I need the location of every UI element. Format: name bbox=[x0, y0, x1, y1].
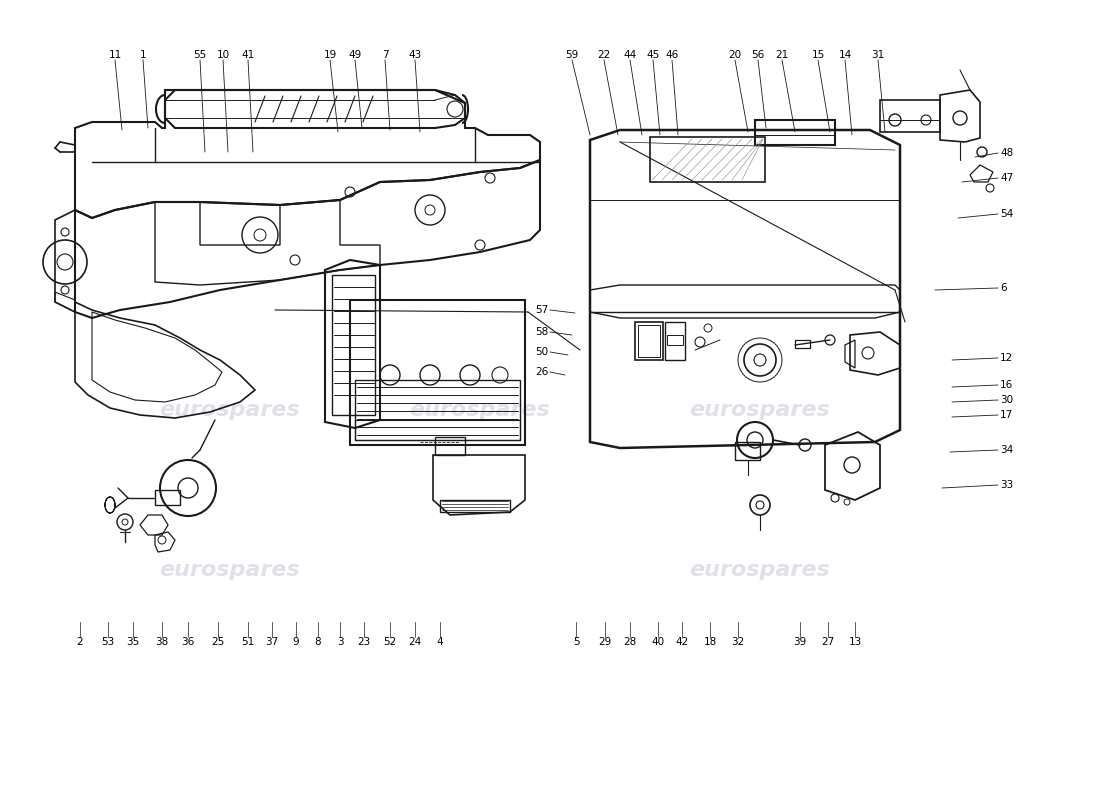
Text: 14: 14 bbox=[838, 50, 851, 60]
Bar bbox=[440, 500, 510, 512]
Bar bbox=[795, 340, 810, 348]
Text: 20: 20 bbox=[728, 50, 741, 60]
Bar bbox=[755, 120, 835, 145]
Text: 35: 35 bbox=[126, 637, 140, 647]
Text: 23: 23 bbox=[358, 637, 371, 647]
Text: 29: 29 bbox=[598, 637, 612, 647]
Bar bbox=[650, 137, 764, 182]
Text: 37: 37 bbox=[265, 637, 278, 647]
Text: 31: 31 bbox=[871, 50, 884, 60]
Text: 59: 59 bbox=[565, 50, 579, 60]
Text: 52: 52 bbox=[384, 637, 397, 647]
Text: eurospares: eurospares bbox=[160, 400, 300, 420]
Text: 11: 11 bbox=[109, 50, 122, 60]
Text: 40: 40 bbox=[651, 637, 664, 647]
Bar bbox=[155, 490, 180, 505]
Text: 38: 38 bbox=[155, 637, 168, 647]
Text: 49: 49 bbox=[349, 50, 362, 60]
Bar bbox=[355, 420, 520, 440]
Text: 8: 8 bbox=[315, 637, 321, 647]
Bar bbox=[735, 442, 760, 460]
Text: 4: 4 bbox=[437, 637, 443, 647]
Text: eurospares: eurospares bbox=[690, 560, 830, 580]
Text: 46: 46 bbox=[666, 50, 679, 60]
Bar bbox=[635, 322, 663, 360]
Bar bbox=[638, 325, 660, 357]
Bar bbox=[434, 437, 465, 455]
Text: 22: 22 bbox=[597, 50, 611, 60]
Text: 27: 27 bbox=[822, 637, 835, 647]
Text: 7: 7 bbox=[382, 50, 388, 60]
Text: 5: 5 bbox=[573, 637, 580, 647]
Text: 17: 17 bbox=[1000, 410, 1013, 420]
Text: 16: 16 bbox=[1000, 380, 1013, 390]
Text: eurospares: eurospares bbox=[690, 400, 830, 420]
Text: 34: 34 bbox=[1000, 445, 1013, 455]
Text: 32: 32 bbox=[732, 637, 745, 647]
Text: 41: 41 bbox=[241, 50, 254, 60]
Text: 26: 26 bbox=[535, 367, 548, 377]
Text: 24: 24 bbox=[408, 637, 421, 647]
Text: 50: 50 bbox=[535, 347, 548, 357]
Text: 2: 2 bbox=[77, 637, 84, 647]
Text: 36: 36 bbox=[182, 637, 195, 647]
Text: eurospares: eurospares bbox=[409, 400, 550, 420]
Text: 54: 54 bbox=[1000, 209, 1013, 219]
Text: 18: 18 bbox=[703, 637, 716, 647]
Text: 28: 28 bbox=[624, 637, 637, 647]
Text: 57: 57 bbox=[535, 305, 548, 315]
Text: 44: 44 bbox=[624, 50, 637, 60]
Text: 6: 6 bbox=[1000, 283, 1006, 293]
Text: 15: 15 bbox=[812, 50, 825, 60]
Text: 13: 13 bbox=[848, 637, 861, 647]
Text: 45: 45 bbox=[647, 50, 660, 60]
Text: 48: 48 bbox=[1000, 148, 1013, 158]
Text: 21: 21 bbox=[776, 50, 789, 60]
Text: 43: 43 bbox=[408, 50, 421, 60]
Text: 58: 58 bbox=[535, 327, 548, 337]
Text: 3: 3 bbox=[337, 637, 343, 647]
Text: 10: 10 bbox=[217, 50, 230, 60]
Text: 12: 12 bbox=[1000, 353, 1013, 363]
Text: 1: 1 bbox=[140, 50, 146, 60]
Bar bbox=[666, 322, 685, 360]
Bar bbox=[667, 335, 683, 345]
Text: 19: 19 bbox=[323, 50, 337, 60]
Text: 30: 30 bbox=[1000, 395, 1013, 405]
Text: 42: 42 bbox=[675, 637, 689, 647]
Text: 56: 56 bbox=[751, 50, 764, 60]
Text: 39: 39 bbox=[793, 637, 806, 647]
Text: 25: 25 bbox=[211, 637, 224, 647]
Text: 9: 9 bbox=[293, 637, 299, 647]
Text: 33: 33 bbox=[1000, 480, 1013, 490]
Text: eurospares: eurospares bbox=[160, 560, 300, 580]
Bar bbox=[355, 380, 520, 440]
Text: 47: 47 bbox=[1000, 173, 1013, 183]
Text: 55: 55 bbox=[194, 50, 207, 60]
Text: 51: 51 bbox=[241, 637, 254, 647]
Text: 53: 53 bbox=[101, 637, 114, 647]
Bar bbox=[350, 300, 525, 445]
